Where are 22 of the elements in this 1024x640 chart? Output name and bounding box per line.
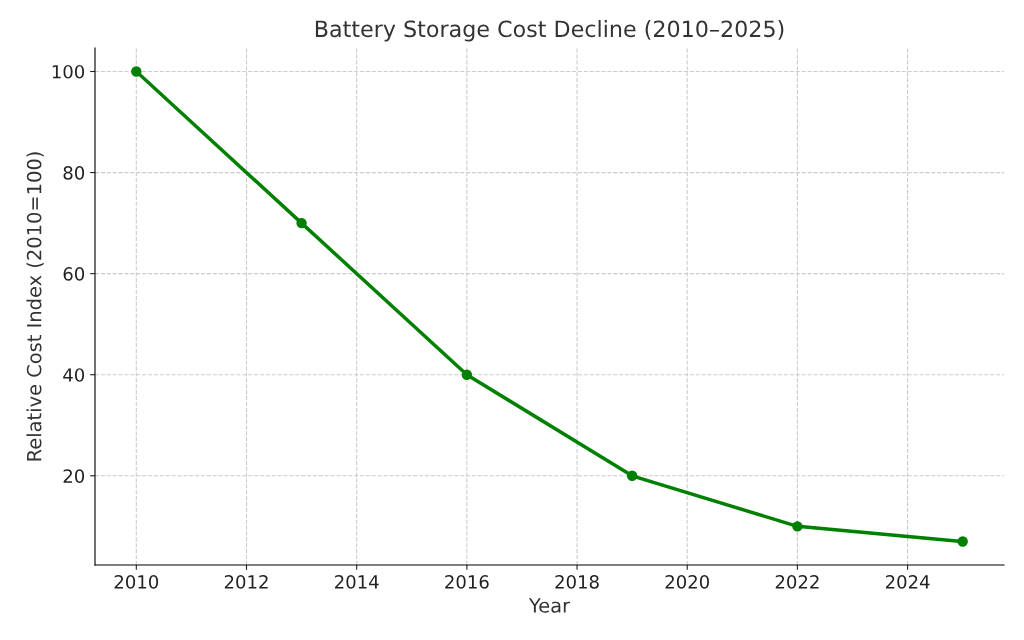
point bbox=[131, 66, 142, 77]
x-tick-label: 2020 bbox=[665, 575, 709, 589]
x-tick-label: 2024 bbox=[885, 575, 930, 589]
point bbox=[792, 521, 803, 532]
x-tick-label: 2010 bbox=[114, 575, 159, 589]
x-tick-label: 2012 bbox=[224, 575, 268, 589]
y-tick-label: 80 bbox=[63, 166, 85, 180]
x-axis-title: Year bbox=[528, 598, 571, 613]
x-tick-label: 2014 bbox=[335, 575, 379, 589]
point bbox=[957, 536, 968, 547]
x-tick-label: 2016 bbox=[445, 575, 489, 589]
point bbox=[296, 217, 307, 229]
point bbox=[626, 470, 638, 482]
y-tick-label: 20 bbox=[63, 469, 85, 483]
y-tick-label: 40 bbox=[63, 368, 85, 382]
point bbox=[461, 369, 473, 380]
y-tick-label: 100 bbox=[52, 64, 85, 79]
chart-title: Battery Storage Cost Decline (2010–2025) bbox=[315, 20, 784, 42]
y-axis-title: Relative Cost Index (2010=100) bbox=[26, 152, 44, 461]
y-tick-label: 60 bbox=[63, 267, 85, 281]
x-tick-label: 2022 bbox=[775, 575, 819, 589]
x-tick-label: 2018 bbox=[555, 575, 599, 589]
